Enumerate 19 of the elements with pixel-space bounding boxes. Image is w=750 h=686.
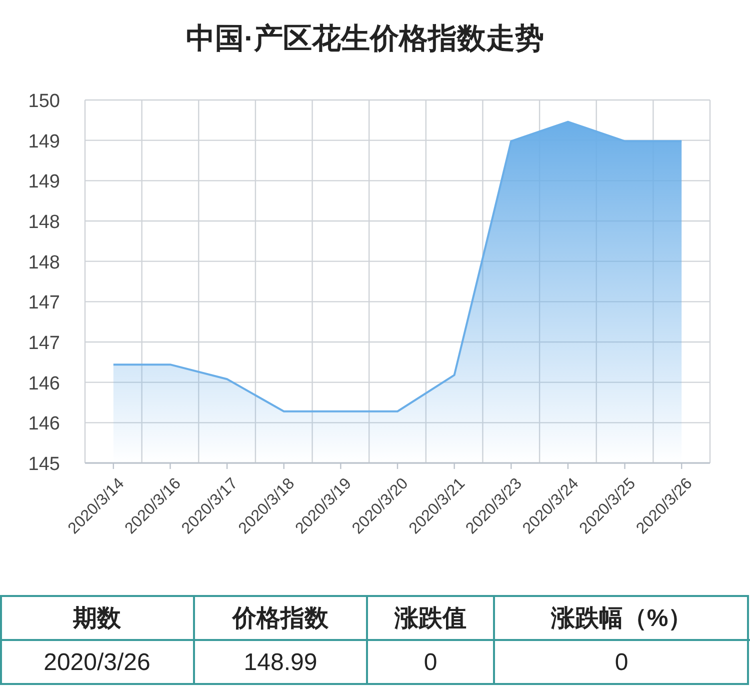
text: 期数 [72,605,122,632]
text: 涨跌值 [394,605,466,632]
y-tick-label: 149 [28,131,60,152]
text: 148.99 [244,649,318,676]
y-tick-label: 148 [28,252,60,274]
text: 0 [614,649,628,676]
y-tick-label: 146 [28,373,60,394]
y-tick-label: 147 [28,333,60,354]
text: 价格指数 [232,605,330,632]
y-tick-label: 145 [28,454,60,475]
y-tick-label: 149 [28,172,60,193]
y-tick-label: 150 [28,91,60,112]
y-tick-label: 146 [28,414,60,435]
text: 2020/3/26 [44,649,150,676]
y-tick-label: 148 [28,212,60,233]
y-tick-label: 147 [28,292,60,314]
text: 0 [424,649,438,676]
text: 涨跌幅（%） [550,605,692,632]
chart-title: 中国·产区花生价格指数走势 [186,22,544,55]
